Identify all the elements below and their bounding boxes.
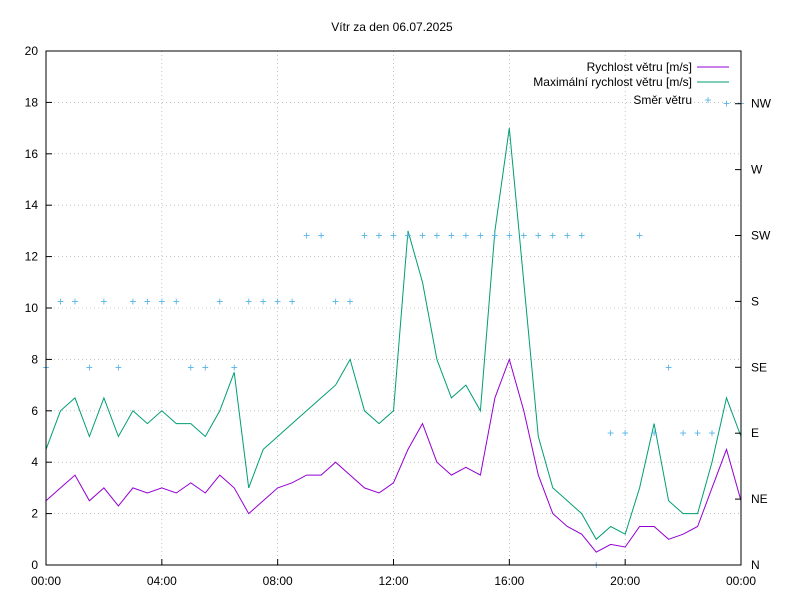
direction-marker: + bbox=[274, 294, 281, 308]
y2-axis-ticks: N NE E SE S SW W NW bbox=[735, 97, 772, 572]
y-tick-label: 0 bbox=[31, 558, 38, 572]
direction-marker: + bbox=[694, 426, 701, 440]
direction-marker: + bbox=[376, 229, 383, 243]
y2-tick-label: SW bbox=[751, 229, 771, 243]
y-tick-label: 8 bbox=[31, 352, 38, 366]
x-tick-label: 16:00 bbox=[494, 574, 524, 588]
x-tick-label: 00:00 bbox=[726, 574, 756, 588]
direction-marker: + bbox=[578, 229, 585, 243]
x-tick-label: 04:00 bbox=[147, 574, 177, 588]
direction-marker: + bbox=[520, 229, 527, 243]
y2-tick-label: SE bbox=[751, 360, 767, 374]
direction-marker: + bbox=[651, 426, 658, 440]
y-tick-label: 4 bbox=[31, 455, 38, 469]
y-tick-label: 10 bbox=[25, 301, 39, 315]
x-axis-ticks: 00:00 04:00 08:00 12:00 16:00 20:00 00:00 bbox=[31, 559, 756, 588]
direction-marker: + bbox=[622, 426, 629, 440]
y-tick-label: 12 bbox=[25, 250, 39, 264]
y-tick-label: 14 bbox=[25, 198, 39, 212]
direction-marker: + bbox=[723, 97, 730, 111]
legend-label-speed: Rychlost větru [m/s] bbox=[587, 60, 692, 74]
direction-marker: + bbox=[231, 360, 238, 374]
direction-marker: + bbox=[71, 294, 78, 308]
y-tick-label: 18 bbox=[25, 95, 39, 109]
legend-marker-direction: + bbox=[704, 93, 711, 107]
direction-marker: + bbox=[245, 294, 252, 308]
y2-tick-label: N bbox=[751, 558, 760, 572]
direction-marker: + bbox=[173, 294, 180, 308]
x-tick-label: 12:00 bbox=[378, 574, 408, 588]
y-tick-label: 2 bbox=[31, 507, 38, 521]
direction-marker: + bbox=[129, 294, 136, 308]
direction-marker: + bbox=[115, 360, 122, 374]
direction-marker: + bbox=[187, 360, 194, 374]
x-tick-label: 00:00 bbox=[31, 574, 61, 588]
y2-tick-label: NW bbox=[751, 97, 772, 111]
direction-marker: + bbox=[216, 294, 223, 308]
direction-marker: + bbox=[260, 294, 267, 308]
x-tick-label: 08:00 bbox=[263, 574, 293, 588]
y2-tick-label: S bbox=[751, 294, 759, 308]
direction-marker: + bbox=[361, 229, 368, 243]
direction-marker: + bbox=[289, 294, 296, 308]
direction-marker: + bbox=[144, 294, 151, 308]
direction-marker: + bbox=[506, 229, 513, 243]
direction-marker: + bbox=[665, 360, 672, 374]
legend: Rychlost větru [m/s] Maximální rychlost … bbox=[533, 60, 729, 107]
direction-marker: + bbox=[462, 229, 469, 243]
direction-marker: + bbox=[477, 229, 484, 243]
legend-label-gust: Maximální rychlost větru [m/s] bbox=[533, 75, 692, 89]
chart-title: Vítr za den 06.07.2025 bbox=[331, 20, 453, 34]
direction-marker: + bbox=[318, 229, 325, 243]
direction-marker: + bbox=[100, 294, 107, 308]
y-tick-label: 16 bbox=[25, 147, 39, 161]
y2-tick-label: NE bbox=[751, 492, 768, 506]
direction-marker: + bbox=[158, 294, 165, 308]
direction-marker: + bbox=[709, 426, 716, 440]
y2-tick-label: E bbox=[751, 426, 759, 440]
direction-marker: + bbox=[607, 426, 614, 440]
direction-marker: + bbox=[448, 229, 455, 243]
direction-marker: + bbox=[491, 229, 498, 243]
y-axis-ticks: 0 2 4 6 8 10 12 14 16 18 20 bbox=[25, 44, 52, 572]
direction-marker: + bbox=[680, 426, 687, 440]
direction-marker: + bbox=[636, 229, 643, 243]
direction-marker: + bbox=[390, 229, 397, 243]
direction-marker: + bbox=[332, 294, 339, 308]
legend-label-direction: Směr větru bbox=[633, 93, 692, 107]
direction-marker: + bbox=[419, 229, 426, 243]
direction-marker: + bbox=[404, 229, 411, 243]
direction-marker: + bbox=[433, 229, 440, 243]
speed-line bbox=[45, 357, 742, 553]
direction-marker: + bbox=[535, 229, 542, 243]
direction-marker: + bbox=[86, 360, 93, 374]
direction-marker: + bbox=[549, 229, 556, 243]
x-tick-label: 20:00 bbox=[610, 574, 640, 588]
direction-marker: + bbox=[303, 229, 310, 243]
direction-marker: + bbox=[347, 294, 354, 308]
y-tick-label: 6 bbox=[31, 404, 38, 418]
direction-marker: + bbox=[564, 229, 571, 243]
y-tick-label: 20 bbox=[25, 44, 39, 58]
direction-marker: + bbox=[202, 360, 209, 374]
series-layer: + + + + + + + + + + + + + + + + + + + + + + + + + + + + + + + + + + + + + + + +… bbox=[42, 97, 744, 572]
direction-marker: + bbox=[57, 294, 64, 308]
gust-line bbox=[45, 128, 742, 541]
y2-tick-label: W bbox=[751, 163, 763, 177]
